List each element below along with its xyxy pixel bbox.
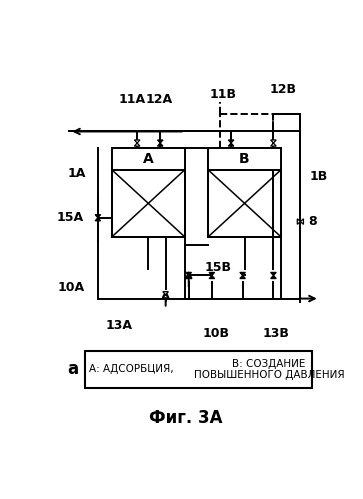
Text: 13А: 13А — [106, 319, 133, 332]
Text: Фиг. 3А: Фиг. 3А — [149, 409, 223, 427]
Text: 11А: 11А — [119, 93, 146, 106]
Polygon shape — [163, 295, 168, 298]
Text: 12А: 12А — [146, 93, 173, 106]
Text: 1В: 1В — [310, 171, 328, 184]
Text: 10В: 10В — [202, 327, 229, 340]
Polygon shape — [158, 140, 163, 143]
Text: В: В — [239, 152, 250, 166]
Polygon shape — [271, 275, 276, 278]
Polygon shape — [95, 218, 101, 221]
Polygon shape — [240, 272, 245, 275]
Polygon shape — [271, 272, 276, 275]
Bar — [112, 170, 185, 237]
Text: А: АДСОРБЦИЯ,: А: АДСОРБЦИЯ, — [89, 364, 174, 374]
Text: 8: 8 — [308, 215, 317, 228]
Bar — [112, 148, 185, 237]
Text: А: А — [143, 152, 154, 166]
Polygon shape — [186, 275, 192, 278]
Polygon shape — [134, 140, 140, 143]
Bar — [85, 351, 312, 388]
Text: 1А: 1А — [68, 167, 86, 180]
Text: 10А: 10А — [58, 280, 85, 293]
Polygon shape — [228, 140, 234, 143]
Text: 11В: 11В — [210, 88, 237, 101]
Bar — [208, 148, 281, 237]
Polygon shape — [240, 275, 245, 278]
Text: В: СОЗДАНИЕ
ПОВЫШЕННОГО ДАВЛЕНИЯ: В: СОЗДАНИЕ ПОВЫШЕННОГО ДАВЛЕНИЯ — [194, 359, 344, 380]
Polygon shape — [228, 143, 234, 146]
Polygon shape — [301, 219, 303, 225]
Polygon shape — [186, 272, 192, 275]
Polygon shape — [209, 272, 215, 275]
Polygon shape — [95, 215, 101, 218]
Text: 15А: 15А — [56, 211, 83, 224]
Polygon shape — [158, 143, 163, 146]
Polygon shape — [163, 291, 168, 295]
Text: 13В: 13В — [262, 327, 289, 340]
Bar — [208, 148, 281, 170]
Polygon shape — [134, 143, 140, 146]
Polygon shape — [271, 143, 276, 146]
Polygon shape — [297, 219, 301, 225]
Polygon shape — [209, 275, 215, 278]
Bar — [112, 148, 185, 170]
Text: 15В: 15В — [204, 261, 231, 274]
Text: 12В: 12В — [270, 83, 297, 96]
Polygon shape — [271, 140, 276, 143]
Text: а: а — [68, 360, 79, 378]
Bar — [208, 170, 281, 237]
